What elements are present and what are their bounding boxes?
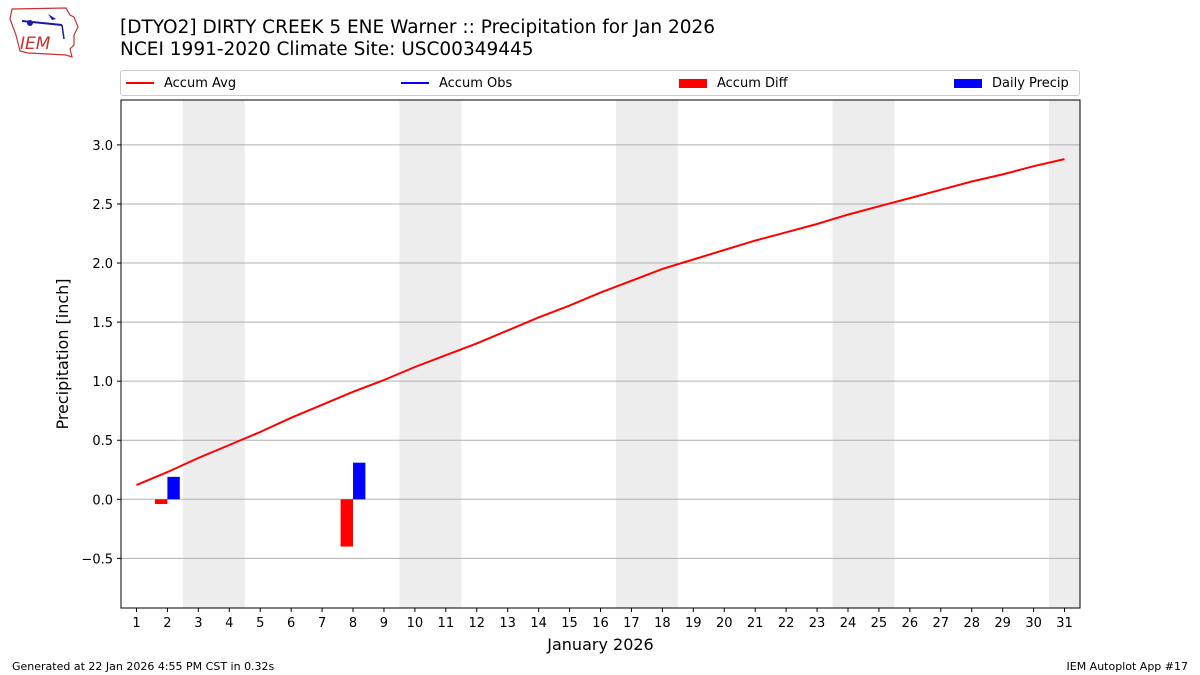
x-tick-label: 20 [716,616,733,631]
y-axis: −0.5 0.0 0.5 1.0 1.5 2.0 2.5 3.0 [81,139,121,567]
x-tick-label: 22 [778,616,795,631]
x-axis-label: January 2026 [546,635,653,654]
bars [155,462,366,547]
daily-precip-swatch [954,78,982,88]
x-tick-label: 14 [530,616,547,631]
accum-avg-swatch [126,82,154,84]
weekend-band-4 [832,100,895,608]
x-tick-label: 7 [318,616,326,631]
x-tick-label: 25 [871,616,888,631]
x-tick-label: 28 [963,616,980,631]
x-tick-label: 13 [499,616,516,631]
weekend-shading [182,100,1080,608]
plot-frame [120,99,1081,609]
lines [136,158,1065,487]
y-tick-label: 1.0 [92,375,113,390]
daily-precip-bar-day-8 [353,462,366,500]
weekend-band-5 [1049,100,1080,608]
y-tick-label: 2.0 [92,257,113,272]
x-tick-label: 18 [654,616,671,631]
accum-diff-bar-day-2 [155,499,168,505]
footer-generated: Generated at 22 Jan 2026 4:55 PM CST in … [12,660,275,673]
legend-item-accum-obs: Accum Obs [401,74,512,92]
legend-label-accum-avg: Accum Avg [164,75,237,91]
x-tick-label: 12 [468,616,485,631]
x-tick-label: 5 [256,616,264,631]
x-tick-label: 3 [194,616,202,631]
legend-label-accum-diff: Accum Diff [717,75,788,91]
x-axis: 1 2 3 4 5 6 7 8 9 10 11 12 13 14 15 16 17 18 19 20 21 22 23 24 2… [132,608,1073,631]
x-tick-label: 21 [747,616,764,631]
y-tick-label: 0.5 [92,434,113,449]
y-tick-label: 0.0 [92,493,113,508]
x-tick-label: 31 [1056,616,1073,631]
accum-diff-swatch [679,78,707,88]
x-tick-label: 29 [994,616,1011,631]
x-tick-label: 17 [623,616,640,631]
title-line-1: [DTYO2] DIRTY CREEK 5 ENE Warner :: Prec… [120,17,716,38]
y-tick-label: 2.5 [92,198,113,213]
y-axis-label: Precipitation [inch] [53,278,72,429]
footer-app-id: IEM Autoplot App #17 [1066,660,1189,673]
logo-text: IEM [20,34,51,54]
x-tick-label: 16 [592,616,609,631]
x-tick-label: 19 [685,616,702,631]
x-tick-label: 24 [840,616,857,631]
x-tick-label: 2 [163,616,171,631]
x-tick-label: 23 [809,616,826,631]
chart-title: [DTYO2] DIRTY CREEK 5 ENE Warner :: Prec… [120,17,715,61]
legend-label-daily-precip: Daily Precip [992,75,1069,91]
legend: Accum Avg Accum Obs Accum Diff Daily Pre… [120,70,1080,96]
x-tick-label: 9 [380,616,388,631]
weekend-band-3 [615,100,678,608]
accum-obs-swatch [401,82,429,84]
weekend-band-2 [399,100,462,608]
y-tick-label: 1.5 [92,316,113,331]
iem-logo: IEM [8,5,80,59]
x-tick-label: 26 [902,616,919,631]
x-tick-label: 1 [132,616,140,631]
y-tick-label: −0.5 [81,552,113,567]
legend-item-accum-avg: Accum Avg [126,74,236,92]
legend-item-accum-diff: Accum Diff [679,74,788,92]
x-tick-label: 10 [407,616,424,631]
title-line-2: NCEI 1991-2020 Climate Site: USC00349445 [120,39,534,60]
x-tick-label: 8 [349,616,357,631]
x-tick-label: 6 [287,616,295,631]
accum-diff-bar-day-8 [340,499,354,547]
y-gridlines [121,144,1080,559]
y-tick-label: 3.0 [92,139,113,154]
x-tick-label: 15 [561,616,578,631]
x-tick-label: 27 [933,616,950,631]
x-tick-label: 11 [438,616,455,631]
legend-label-accum-obs: Accum Obs [439,75,513,91]
legend-item-daily-precip: Daily Precip [954,74,1069,92]
accum-avg-line [136,158,1065,487]
daily-precip-bar-day-2 [167,476,180,500]
weekend-band-1 [182,100,245,608]
x-tick-label: 4 [225,616,233,631]
x-tick-label: 30 [1025,616,1042,631]
